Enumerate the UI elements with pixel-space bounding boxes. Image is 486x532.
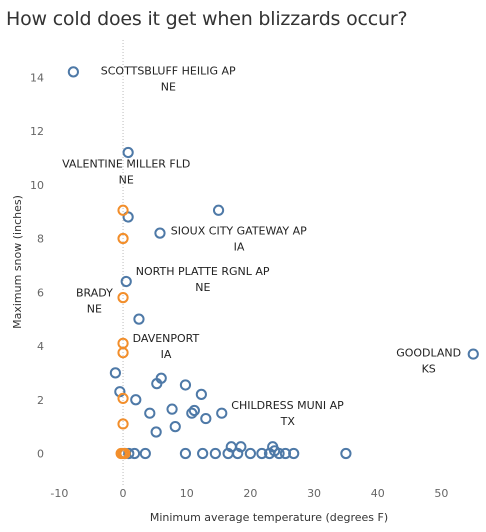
point-annotation-label: DAVENPORT <box>133 332 200 345</box>
blue-data-point[interactable] <box>256 447 268 460</box>
blue-data-point[interactable] <box>288 447 300 460</box>
y-tick-label: 12 <box>30 125 44 138</box>
blue-data-point[interactable] <box>340 447 352 460</box>
orange-data-point[interactable] <box>117 418 129 430</box>
x-tick-label: -10 <box>50 487 68 500</box>
blue-data-point[interactable] <box>120 275 132 288</box>
y-tick-label: 14 <box>30 71 44 84</box>
blue-data-point[interactable] <box>128 447 141 460</box>
point-annotation-label: TX <box>280 415 296 428</box>
y-tick-label: 8 <box>37 233 44 246</box>
blue-data-point[interactable] <box>179 379 192 391</box>
point-annotation-label: NE <box>161 81 176 94</box>
blue-data-point[interactable] <box>144 407 156 419</box>
blue-data-point[interactable] <box>67 66 79 78</box>
blue-data-point[interactable] <box>244 447 256 460</box>
point-annotation-label: BRADY <box>76 286 113 299</box>
orange-data-point[interactable] <box>115 447 127 460</box>
x-tick-label: 10 <box>180 487 194 500</box>
blue-data-point[interactable] <box>123 447 135 460</box>
point-annotation-label: KS <box>422 363 436 376</box>
blue-data-point[interactable] <box>200 412 212 425</box>
x-tick-label: 0 <box>120 487 127 500</box>
points-layer <box>67 66 479 460</box>
annotations-layer: SCOTTSBLUFF HEILIG AP NE VALENTINE MILLER … <box>62 65 461 429</box>
blue-data-point[interactable] <box>467 348 479 360</box>
x-tick-label: 40 <box>371 487 385 500</box>
blue-data-point[interactable] <box>212 204 225 216</box>
orange-data-point[interactable] <box>117 347 129 359</box>
point-annotation-label: NE <box>119 173 134 186</box>
point-annotation-label: CHILDRESS MUNI AP <box>231 399 344 412</box>
y-axis-ticks: 0 2 4 6 8 10 12 14 <box>30 71 44 460</box>
blue-data-point[interactable] <box>186 407 198 419</box>
x-axis-ticks: -10 0 10 20 30 40 50 <box>50 487 448 500</box>
orange-data-point[interactable] <box>117 232 129 245</box>
orange-data-point[interactable] <box>119 447 131 460</box>
y-axis-label: Maximum snow (inches) <box>11 195 24 329</box>
blue-data-point[interactable] <box>169 421 181 433</box>
y-tick-label: 4 <box>37 340 44 353</box>
point-annotation-label: SCOTTSBLUFF HEILIG AP <box>101 65 236 78</box>
orange-data-point[interactable] <box>117 392 129 405</box>
point-annotation-label: NORTH PLATTE RGNL AP <box>136 265 270 278</box>
point-annotation-label: IA <box>234 240 245 253</box>
orange-data-point[interactable] <box>117 292 129 304</box>
x-tick-label: 20 <box>243 487 257 500</box>
x-tick-label: 50 <box>434 487 448 500</box>
blue-data-point[interactable] <box>109 367 122 379</box>
blue-data-point[interactable] <box>139 447 151 460</box>
y-tick-label: 2 <box>37 394 44 407</box>
chart-title: How cold does it get when blizzards occu… <box>6 8 408 30</box>
point-annotation-label: NE <box>87 302 102 315</box>
blue-data-point[interactable] <box>232 447 244 460</box>
point-annotation-label: VALENTINE MILLER FLD <box>62 157 190 170</box>
blue-data-point[interactable] <box>122 146 134 159</box>
blue-data-point[interactable] <box>195 388 207 400</box>
point-annotation-label: NE <box>195 281 210 294</box>
blue-data-point[interactable] <box>154 227 166 239</box>
blue-data-point[interactable] <box>216 407 228 419</box>
blue-data-point[interactable] <box>166 403 178 415</box>
point-annotation-label: IA <box>161 348 172 361</box>
x-tick-label: 30 <box>307 487 321 500</box>
orange-data-point[interactable] <box>117 204 129 216</box>
blue-data-point[interactable] <box>130 394 142 406</box>
blue-data-point[interactable] <box>151 378 163 390</box>
blue-data-point[interactable] <box>179 447 192 460</box>
point-annotation-label: GOODLAND <box>396 347 461 360</box>
y-tick-label: 0 <box>37 448 44 461</box>
blue-data-point[interactable] <box>188 404 200 417</box>
blue-data-point[interactable] <box>209 447 221 460</box>
y-tick-label: 6 <box>37 286 44 299</box>
x-axis-label: Minimum average temperature (degrees F) <box>150 511 388 524</box>
blue-data-point[interactable] <box>197 447 209 460</box>
y-tick-label: 10 <box>30 179 44 192</box>
blue-data-point[interactable] <box>150 426 162 438</box>
blue-data-point[interactable] <box>273 447 285 460</box>
blue-data-point[interactable] <box>133 313 145 325</box>
point-annotation-label: SIOUX CITY GATEWAY AP <box>171 224 307 237</box>
